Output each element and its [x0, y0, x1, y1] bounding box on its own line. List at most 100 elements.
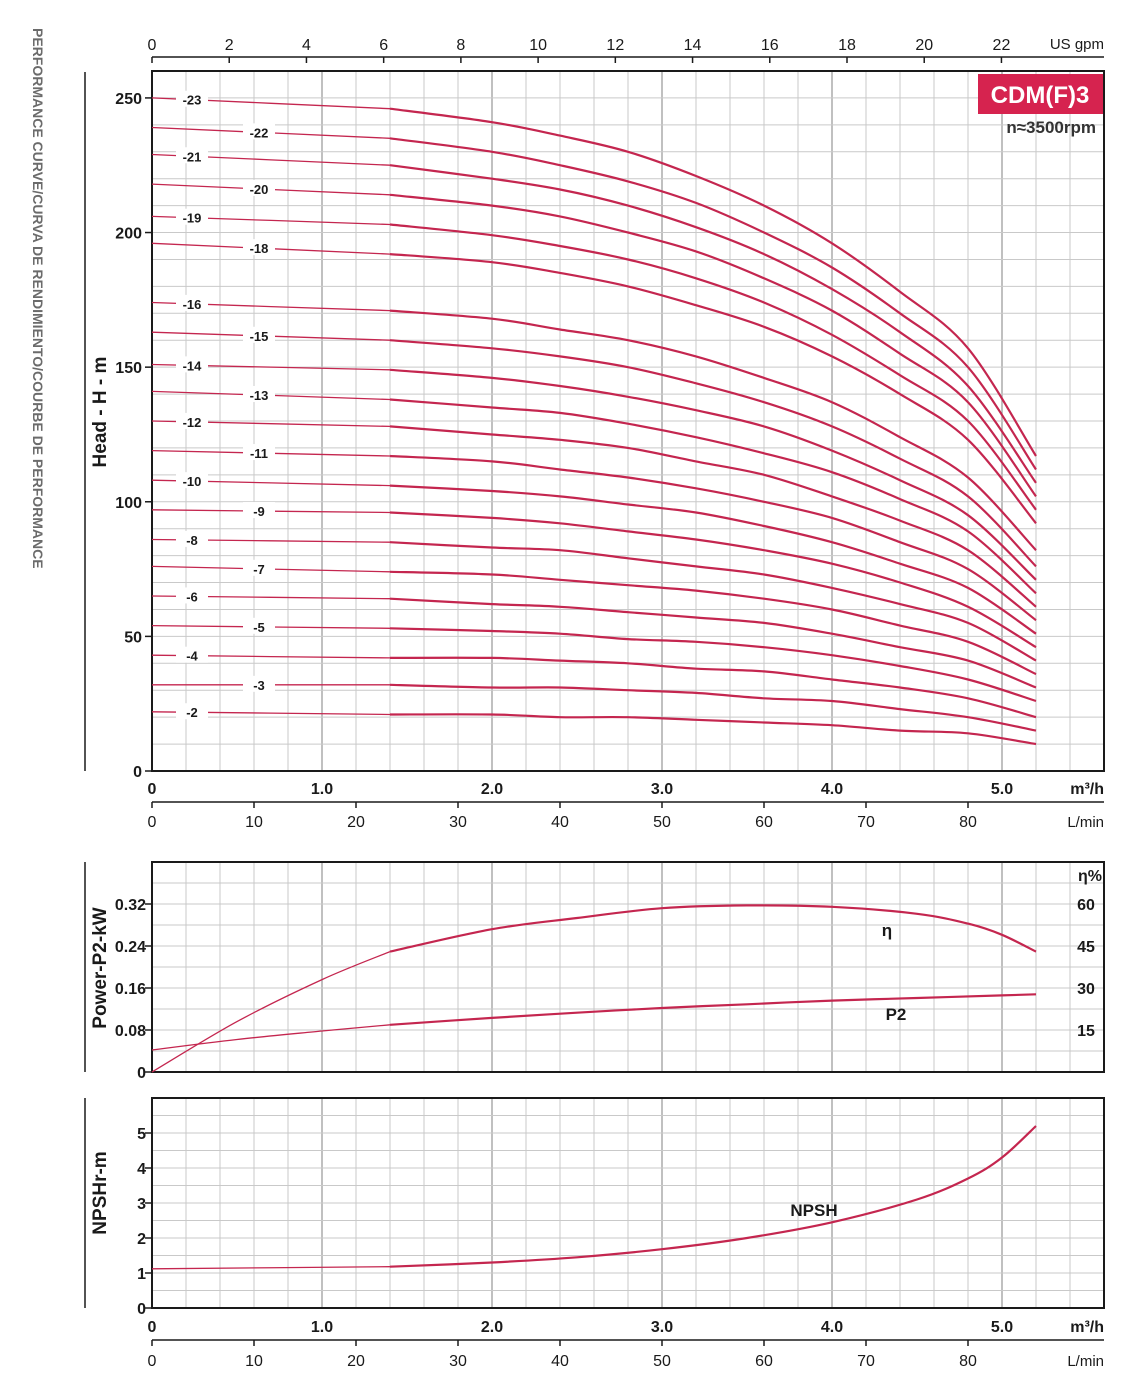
stage-label-bg [243, 559, 275, 576]
stage-label-2: -2 [186, 705, 198, 720]
stage-label-21: -21 [183, 149, 202, 164]
stage-label-20: -20 [250, 182, 269, 197]
head-curve-stage13 [389, 398, 1037, 595]
npsh-lmin-tick-label: 20 [347, 1353, 365, 1370]
head-curve-stage9 [389, 511, 1037, 649]
npsh-lmin-tick-label: 10 [245, 1353, 263, 1370]
head-curve-stage21 [389, 164, 1037, 484]
npsh-lmin-tick-label: 80 [959, 1353, 977, 1370]
head-m3h-tick-label: 3.0 [651, 781, 673, 798]
gpm-tick-label: 0 [148, 37, 157, 54]
npsh-lmin-unit: L/min [1067, 1353, 1104, 1370]
head-tick-label: 100 [115, 495, 142, 512]
head-axis-label: Head - H - m [90, 357, 111, 468]
npsh-lmin-tick-label: 50 [653, 1353, 671, 1370]
head-m3h-tick-label: 5.0 [991, 781, 1013, 798]
npsh-lmin-tick-label: 0 [148, 1353, 157, 1370]
head-curve-stage21-lowflow [151, 153, 391, 166]
side-title: PERFORMANCE CURVE/CURVA DE RENDIMIENTO/C… [30, 28, 46, 569]
head-curve-stage2 [389, 713, 1037, 746]
head-m3h-unit: m³/h [1070, 781, 1104, 798]
head-curve-stage8 [389, 541, 1037, 662]
head-curve-stage6-lowflow [151, 595, 391, 600]
npsh-m3h-tick-label: 0 [148, 1319, 157, 1336]
stage-label-22: -22 [250, 125, 269, 140]
head-curve-stage16-lowflow [151, 301, 391, 312]
p2-curve [389, 993, 1037, 1026]
head-curve-stage4-lowflow [151, 654, 391, 659]
efficiency-tick-label: 45 [1077, 939, 1095, 956]
head-curve-stage12 [389, 425, 1037, 608]
stage-label-bg [243, 502, 275, 519]
head-lmin-tick-label: 30 [449, 814, 467, 831]
power-tick-label: 0 [137, 1065, 146, 1082]
npsh-curve-lowflow [151, 1266, 391, 1270]
power-frame [151, 861, 1105, 1073]
head-m3h-tick-label: 2.0 [481, 781, 503, 798]
power-tick-label: 0.08 [115, 1023, 146, 1040]
head-m3h-tick-label: 1.0 [311, 781, 333, 798]
gpm-tick-label: 22 [993, 37, 1011, 54]
stage-label-bg [243, 444, 275, 461]
stage-label-16: -16 [183, 297, 202, 312]
efficiency-tick-label: 60 [1077, 897, 1095, 914]
npsh-tick-label: 0 [137, 1301, 146, 1318]
head-lmin-tick-label: 70 [857, 814, 875, 831]
stage-label-23: -23 [183, 93, 202, 108]
npsh-curve-label: NPSH [790, 1201, 837, 1220]
stage-label-bg [176, 208, 208, 225]
efficiency-axis-label: η% [1078, 868, 1102, 885]
stage-label-12: -12 [183, 415, 202, 430]
stage-label-bg [243, 386, 275, 403]
head-lmin-tick-label: 50 [653, 814, 671, 831]
head-curve-stage23 [389, 107, 1037, 457]
head-curve-stage18 [389, 253, 1037, 524]
head-lmin-tick-label: 10 [245, 814, 263, 831]
stage-label-bg [243, 617, 275, 634]
stage-label-bg [243, 675, 275, 692]
stage-label-bg [176, 646, 208, 663]
head-curve-stage6 [389, 597, 1037, 689]
head-curve-stage19-lowflow [151, 215, 391, 226]
gpm-tick-label: 6 [379, 37, 388, 54]
head-curve-stage20 [389, 193, 1037, 498]
stage-label-bg [176, 587, 208, 604]
gpm-tick-label: 20 [915, 37, 933, 54]
stage-label-3: -3 [253, 678, 265, 693]
gpm-tick-label: 12 [606, 37, 624, 54]
stage-label-bg [243, 179, 275, 196]
npsh-m3h-unit: m³/h [1070, 1319, 1104, 1336]
head-tick-label: 200 [115, 226, 142, 243]
model-speed: n≈3500rpm [1006, 118, 1096, 137]
stage-label-9: -9 [253, 504, 265, 519]
head-curve-stage10-lowflow [151, 479, 391, 487]
npsh-m3h-tick-label: 2.0 [481, 1319, 503, 1336]
head-curve-stage3 [389, 683, 1037, 732]
stage-label-19: -19 [183, 211, 202, 226]
npsh-tick-label: 5 [137, 1126, 146, 1143]
head-curve-stage4 [389, 656, 1037, 719]
power-tick-label: 0.24 [115, 939, 146, 956]
head-tick-label: 150 [115, 360, 142, 377]
stage-label-bg [176, 356, 208, 373]
head-curve-stage23-lowflow [151, 97, 391, 110]
gpm-tick-label: 4 [302, 37, 311, 54]
stage-label-bg [176, 147, 208, 164]
model-name: CDM(F)3 [991, 82, 1090, 109]
npsh-tick-label: 4 [137, 1161, 146, 1178]
head-m3h-tick-label: 4.0 [821, 781, 843, 798]
head-lmin-tick-label: 40 [551, 814, 569, 831]
efficiency-curve-label: η [882, 921, 892, 940]
gpm-tick-label: 8 [456, 37, 465, 54]
gpm-tick-label: 10 [529, 37, 547, 54]
npsh-lmin-tick-label: 60 [755, 1353, 773, 1370]
power-tick-label: 0.32 [115, 897, 146, 914]
head-curve-stage7 [389, 570, 1037, 676]
head-curve-stage10 [389, 484, 1037, 635]
efficiency-curve-lowflow [151, 950, 391, 1073]
npsh-m3h-tick-label: 4.0 [821, 1319, 843, 1336]
gpm-tick-label: 14 [684, 37, 702, 54]
efficiency-curve [389, 904, 1037, 953]
